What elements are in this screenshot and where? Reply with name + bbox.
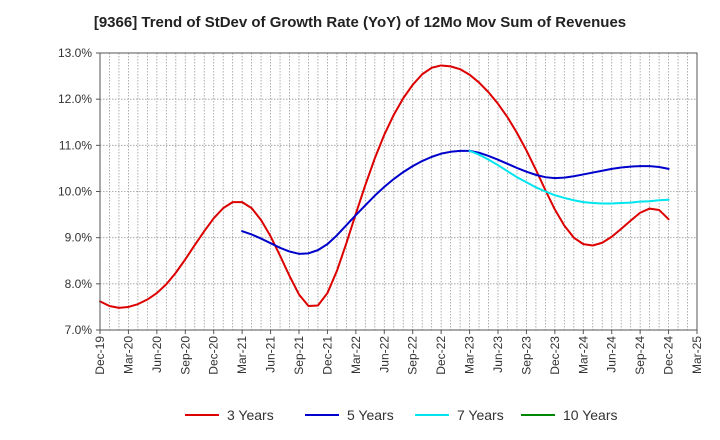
chart-title: [9366] Trend of StDev of Growth Rate (Yo… <box>93 14 627 31</box>
y-tick-label: 8.0% <box>65 277 93 291</box>
series-line-5-years <box>241 149 670 255</box>
x-tick-label: Mar-20 <box>121 336 135 374</box>
x-axis-ticks: Dec-19 Mar-20 Jun-20 Sep-20 Dec-20 Mar-21 Jun-… <box>93 330 704 375</box>
series-line-7-years <box>468 149 670 205</box>
x-tick-label: Sep-23 <box>519 336 533 375</box>
legend-label-3-years: 3 Years <box>227 407 274 423</box>
x-tick-label: Dec-24 <box>662 336 676 375</box>
x-tick-label: Dec-23 <box>548 336 562 375</box>
x-tick-label: Jun-20 <box>150 336 164 373</box>
legend-label-10-years: 10 Years <box>563 407 618 423</box>
x-tick-label: Sep-21 <box>292 336 306 375</box>
y-tick-label: 11.0% <box>59 138 92 152</box>
x-tick-label: Jun-24 <box>605 336 619 373</box>
series-line-3-years <box>99 64 670 309</box>
x-tick-label: Mar-25 <box>690 336 704 374</box>
x-tick-label: Sep-24 <box>633 336 647 375</box>
x-tick-label: Mar-24 <box>576 336 590 374</box>
x-tick-label: Sep-20 <box>178 336 192 375</box>
x-tick-label: Mar-22 <box>349 336 363 374</box>
x-tick-label: Mar-23 <box>463 336 477 374</box>
x-tick-label: Sep-22 <box>406 336 420 375</box>
grid-layer <box>100 53 697 330</box>
legend-label-5-years: 5 Years <box>347 407 394 423</box>
y-axis-ticks: 7.0% 8.0% 9.0% 10.0% 11.0% 12.0% 13.0% <box>58 46 100 337</box>
y-tick-label: 12.0% <box>58 92 92 106</box>
y-tick-label: 9.0% <box>65 231 93 245</box>
legend: 3 Years 5 Years 7 Years 10 Years <box>185 407 618 423</box>
x-tick-label: Dec-21 <box>320 336 334 375</box>
legend-label-7-years: 7 Years <box>457 407 504 423</box>
y-tick-label: 10.0% <box>58 185 92 199</box>
x-tick-label: Dec-22 <box>434 336 448 375</box>
x-tick-label: Jun-23 <box>491 336 505 373</box>
x-tick-label: Dec-19 <box>93 336 107 375</box>
x-tick-label: Jun-21 <box>264 336 278 373</box>
y-tick-label: 13.0% <box>58 46 92 60</box>
x-tick-label: Dec-20 <box>207 336 221 375</box>
x-tick-label: Jun-22 <box>377 336 391 373</box>
series-layer <box>99 64 670 309</box>
x-tick-label: Mar-21 <box>235 336 249 374</box>
y-tick-label: 7.0% <box>65 323 93 337</box>
